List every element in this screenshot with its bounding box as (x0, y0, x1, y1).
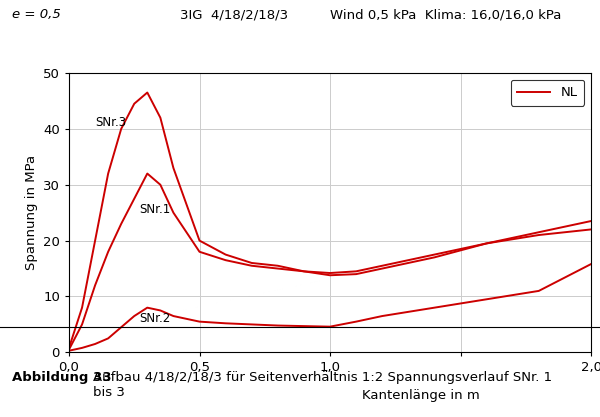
Text: Aufbau 4/18/2/18/3 für Seitenverhältnis 1:2 Spannungsverlauf SNr. 1
bis 3: Aufbau 4/18/2/18/3 für Seitenverhältnis … (93, 371, 552, 399)
Text: e = 0,5: e = 0,5 (12, 8, 61, 21)
Y-axis label: Spannung in MPa: Spannung in MPa (25, 155, 38, 270)
Text: Kantenlänge in m: Kantenlänge in m (362, 389, 480, 402)
Text: Abbildung 33: Abbildung 33 (12, 371, 112, 384)
Text: SNr.3: SNr.3 (95, 116, 126, 129)
Text: SNr.2: SNr.2 (139, 311, 171, 324)
Legend: NL: NL (511, 80, 584, 106)
Text: Wind 0,5 kPa  Klima: 16,0/16,0 kPa: Wind 0,5 kPa Klima: 16,0/16,0 kPa (330, 8, 562, 21)
Text: SNr.1: SNr.1 (139, 203, 171, 216)
Text: 3IG  4/18/2/18/3: 3IG 4/18/2/18/3 (180, 8, 288, 21)
